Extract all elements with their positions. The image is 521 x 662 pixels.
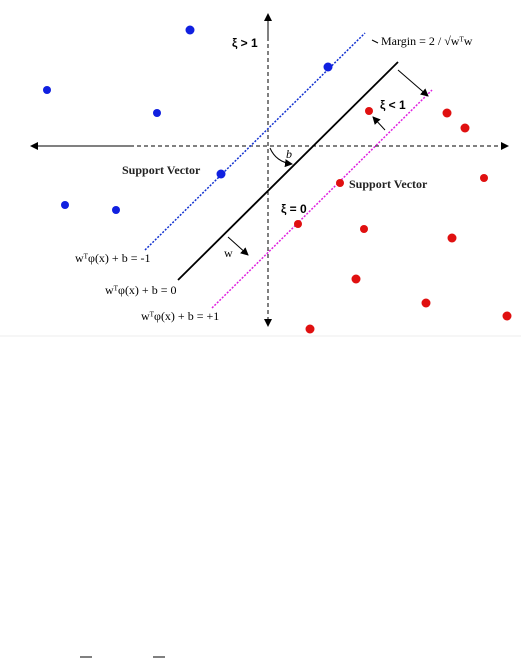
w-arrow: [227, 236, 249, 256]
equation-label: wᵀφ(x) + b = +1: [141, 309, 219, 323]
positive-points: [294, 107, 512, 334]
margin-pointer: [371, 39, 379, 44]
support-vector-label: Support Vector: [122, 163, 201, 177]
b-label: b: [286, 147, 292, 161]
point: [294, 220, 302, 228]
minus-margin-line: [144, 32, 366, 251]
b-arrow: [269, 147, 293, 168]
point: [153, 109, 161, 117]
point: [480, 174, 488, 182]
equation-label: wᵀφ(x) + b = -1: [75, 251, 150, 265]
point: [442, 108, 452, 118]
equation-label: wᵀφ(x) + b = 0: [105, 283, 176, 297]
point: [360, 225, 368, 233]
xi-label: ξ > 1: [232, 36, 258, 50]
point: [351, 274, 361, 284]
point: [112, 206, 120, 214]
point: [43, 86, 51, 94]
xi-arrow: [372, 116, 386, 131]
negative-points: [43, 25, 333, 214]
decision-boundary: [177, 61, 399, 281]
point: [502, 311, 512, 321]
point: [305, 324, 315, 334]
point: [216, 169, 226, 179]
xi-label: ξ = 0: [281, 202, 307, 216]
point: [185, 25, 195, 35]
xi-label: ξ < 1: [380, 98, 406, 112]
support-vector-label: Support Vector: [349, 177, 428, 191]
point: [421, 298, 431, 308]
point: [323, 62, 333, 72]
point: [336, 179, 344, 187]
point: [365, 107, 373, 115]
point: [460, 123, 470, 133]
point: [61, 201, 69, 209]
margin-label: Margin = 2 / √wᵀw: [381, 34, 473, 48]
margin-arrow: [397, 69, 429, 97]
point: [447, 233, 457, 243]
plus-margin-line: [211, 89, 433, 309]
w-label: w: [224, 246, 233, 260]
